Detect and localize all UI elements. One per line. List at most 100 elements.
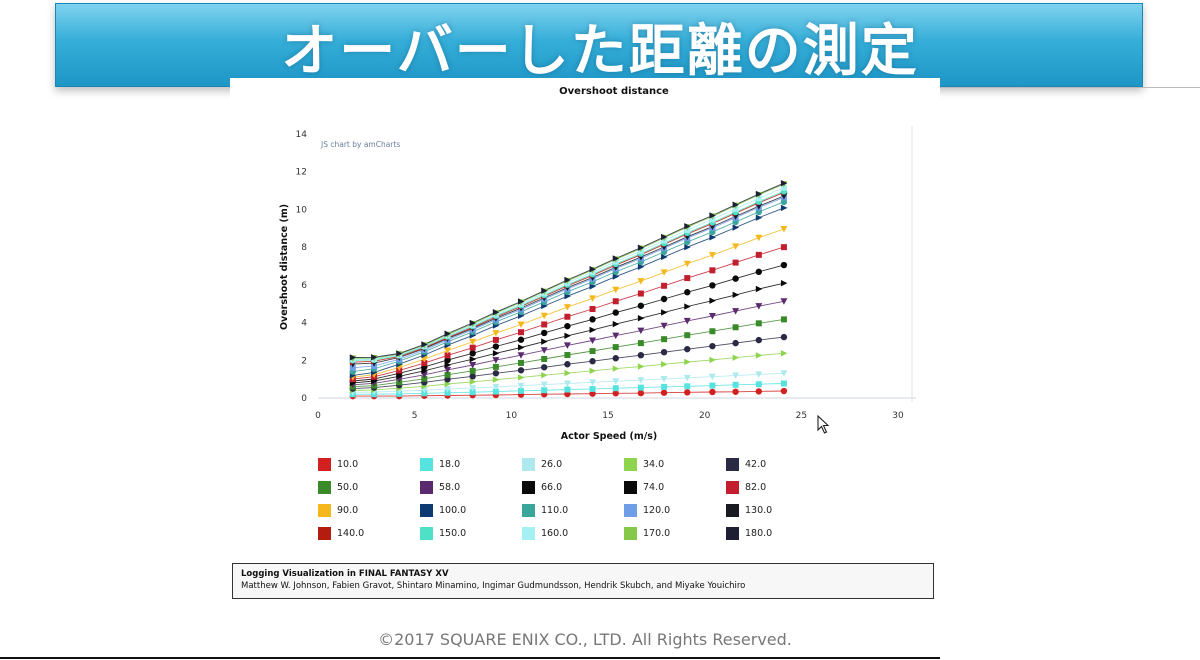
- legend-label: 26.0: [541, 458, 563, 470]
- data-point: [780, 316, 787, 323]
- legend-item[interactable]: 66.0: [522, 478, 562, 496]
- data-point: [517, 336, 525, 343]
- data-point: [612, 320, 620, 328]
- legend-swatch: [318, 503, 331, 517]
- data-point: [589, 390, 596, 397]
- data-point: [637, 244, 645, 251]
- data-point: [755, 388, 762, 395]
- data-point: [709, 342, 716, 350]
- data-point: [589, 348, 596, 355]
- legend-item[interactable]: 150.0: [420, 524, 466, 542]
- data-point: [732, 275, 739, 282]
- x-tick-label: 15: [602, 411, 613, 421]
- legend-label: 140.0: [337, 527, 365, 539]
- citation-authors: Matthew W. Johnson, Fabien Gravot, Shint…: [241, 581, 746, 591]
- x-tick-label: 10: [506, 411, 518, 421]
- data-point: [732, 224, 740, 231]
- data-point: [732, 354, 740, 361]
- legend-item[interactable]: 120.0: [624, 501, 670, 519]
- data-point: [661, 253, 668, 261]
- series-line: [352, 183, 785, 359]
- data-point: [708, 312, 716, 320]
- data-point: [444, 352, 451, 359]
- data-point: [709, 328, 716, 335]
- data-point: [421, 375, 428, 382]
- legend-item[interactable]: 18.0: [420, 455, 460, 473]
- chart-credit-link[interactable]: JS chart by amCharts: [320, 140, 400, 149]
- legend-swatch: [624, 526, 637, 540]
- legend-item[interactable]: 160.0: [522, 524, 568, 542]
- data-point: [755, 381, 762, 388]
- legend-label: 180.0: [745, 527, 773, 539]
- bottom-divider: [0, 657, 940, 659]
- data-point: [612, 286, 620, 294]
- data-point: [637, 302, 645, 309]
- legend-item[interactable]: 42.0: [726, 455, 766, 473]
- data-point: [637, 315, 645, 322]
- legend-item[interactable]: 74.0: [624, 478, 664, 496]
- data-point: [421, 360, 428, 367]
- data-point: [755, 214, 763, 221]
- data-point: [709, 297, 716, 304]
- data-point: [612, 273, 620, 280]
- legend-swatch: [726, 480, 739, 494]
- legend-swatch: [624, 457, 637, 471]
- legend-item[interactable]: 140.0: [318, 524, 364, 542]
- data-point: [420, 387, 428, 394]
- data-point: [660, 389, 668, 396]
- data-point: [612, 255, 620, 262]
- legend-item[interactable]: 90.0: [318, 501, 358, 519]
- legend-item[interactable]: 34.0: [624, 455, 664, 473]
- data-point: [589, 266, 597, 273]
- legend-item[interactable]: 110.0: [522, 501, 568, 519]
- data-point: [732, 259, 739, 266]
- data-point: [517, 321, 525, 328]
- y-tick-label: 6: [301, 281, 307, 291]
- legend-label: 58.0: [439, 481, 461, 493]
- legend-item[interactable]: 82.0: [726, 478, 766, 496]
- data-point: [589, 337, 597, 344]
- data-point: [563, 304, 571, 311]
- data-point: [780, 261, 788, 269]
- data-point: [732, 324, 739, 331]
- data-point: [709, 234, 716, 241]
- legend-item[interactable]: 130.0: [726, 501, 772, 519]
- legend-swatch: [420, 480, 433, 494]
- data-point: [541, 355, 548, 362]
- data-point: [469, 344, 476, 351]
- legend-item[interactable]: 170.0: [624, 524, 670, 542]
- data-point: [518, 298, 525, 305]
- legend-item[interactable]: 58.0: [420, 478, 460, 496]
- data-point: [541, 287, 548, 294]
- y-tick-label: 12: [296, 168, 307, 178]
- legend-item[interactable]: 100.0: [420, 501, 466, 519]
- data-point: [541, 387, 548, 394]
- data-point: [637, 340, 644, 347]
- data-point: [780, 298, 788, 305]
- data-point: [492, 383, 500, 391]
- legend-item[interactable]: 26.0: [522, 455, 562, 473]
- data-point: [684, 332, 691, 339]
- legend-label: 50.0: [337, 481, 359, 493]
- data-point: [564, 313, 571, 320]
- y-tick-label: 0: [301, 394, 307, 404]
- data-point: [469, 362, 477, 369]
- legend-item[interactable]: 50.0: [318, 478, 358, 496]
- legend-item[interactable]: 10.0: [318, 455, 358, 473]
- data-point: [660, 375, 668, 383]
- data-point: [564, 332, 571, 339]
- data-point: [683, 374, 691, 382]
- slide-title: オーバーした距離の測定: [281, 19, 919, 84]
- x-tick-label: 30: [892, 411, 904, 421]
- legend-label: 18.0: [439, 458, 461, 470]
- title-banner: [55, 3, 1143, 87]
- legend-item[interactable]: 180.0: [726, 524, 772, 542]
- data-point: [660, 269, 668, 276]
- data-point: [684, 345, 691, 353]
- data-point: [541, 371, 548, 379]
- data-point: [589, 358, 596, 365]
- data-point: [755, 320, 762, 327]
- data-point: [780, 333, 788, 341]
- y-tick-label: 14: [296, 130, 308, 140]
- legend-label: 10.0: [337, 458, 359, 470]
